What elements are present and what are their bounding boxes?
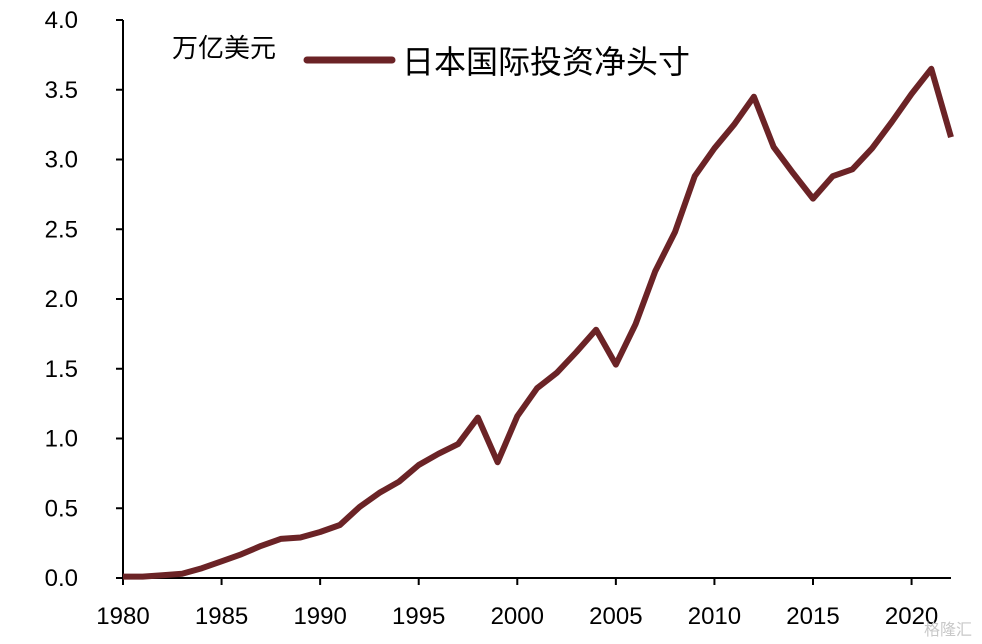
watermark-text: 格隆汇: [924, 620, 972, 639]
x-tick-label: 2005: [589, 603, 642, 630]
y-tick-label: 3.5: [45, 77, 78, 104]
x-tick-label: 1985: [195, 603, 248, 630]
y-unit-label: 万亿美元: [172, 34, 276, 64]
series-group: [123, 65, 954, 580]
x-tick-label: 1995: [392, 603, 445, 630]
axes: [122, 20, 951, 579]
x-tick-label: 2000: [491, 603, 544, 630]
y-tick-label: 2.5: [45, 216, 78, 243]
x-tick-label: 2015: [786, 603, 839, 630]
legend: 日本国际投资净头寸: [303, 43, 690, 81]
x-tick-label: 1980: [96, 603, 149, 630]
x-tick-label: 2020: [885, 603, 938, 630]
y-tick-label: 3.0: [45, 147, 78, 174]
y-tick-label: 1.0: [45, 426, 78, 453]
legend-label: 日本国际投资净头寸: [402, 43, 690, 81]
y-tick-label: 2.0: [45, 286, 78, 313]
y-ticks: 0.0 0.5 1.0 1.5 2.0 2.5 3.0 3.5 4.0: [45, 7, 123, 592]
y-tick-label: 4.0: [45, 7, 78, 34]
y-tick-label: 0.0: [45, 565, 78, 592]
series-line: [123, 65, 954, 580]
x-tick-label: 1990: [293, 603, 346, 630]
y-tick-label: 0.5: [45, 495, 78, 522]
x-ticks: 1980 1985 1990 1995 2000 2005 2010 2015 2020: [96, 578, 938, 630]
y-tick-label: 1.5: [45, 356, 78, 383]
x-tick-label: 2010: [688, 603, 741, 630]
